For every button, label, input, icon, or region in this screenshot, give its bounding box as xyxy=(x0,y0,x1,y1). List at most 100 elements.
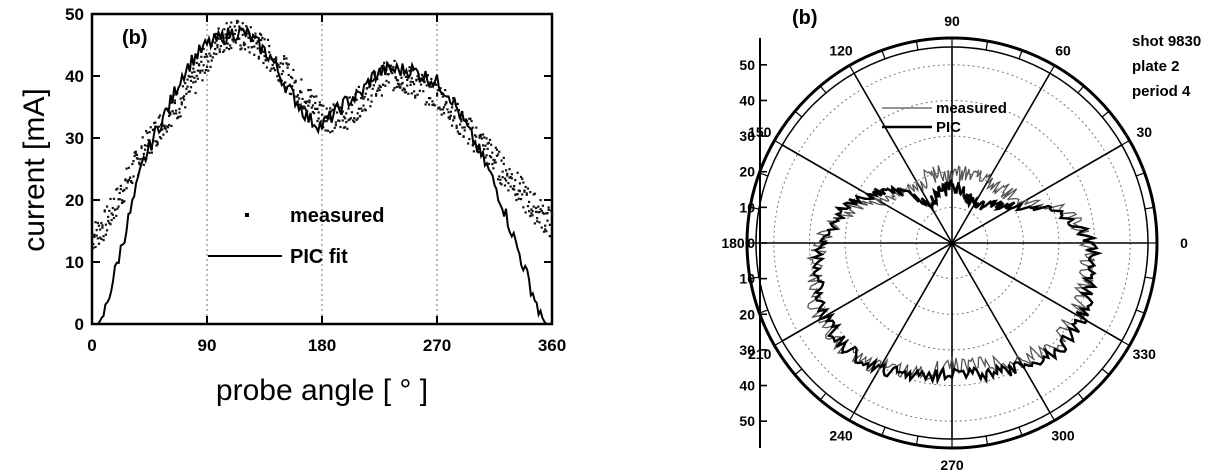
measured-point xyxy=(143,144,147,147)
measured-point xyxy=(314,101,317,105)
measured-point xyxy=(309,88,312,92)
measured-point xyxy=(317,111,320,114)
measured-point xyxy=(544,228,547,231)
polar-spoke xyxy=(853,242,953,414)
measured-point xyxy=(526,205,530,208)
measured-point xyxy=(421,73,424,76)
measured-point xyxy=(517,197,520,200)
measured-point xyxy=(530,208,533,211)
measured-point xyxy=(187,90,190,93)
measured-point xyxy=(262,61,265,65)
measured-point xyxy=(158,114,162,117)
measured-point xyxy=(540,226,543,229)
measured-point xyxy=(344,117,347,120)
measured-point xyxy=(536,220,539,223)
measured-point xyxy=(376,89,379,92)
measured-point xyxy=(311,110,314,114)
polar-angle-tick xyxy=(1077,85,1085,94)
polar-angle-tick xyxy=(774,340,783,347)
measured-point xyxy=(546,212,549,215)
measured-point xyxy=(549,209,553,212)
measured-point xyxy=(510,177,513,180)
measured-point xyxy=(95,234,98,237)
measured-point xyxy=(178,111,181,114)
measured-point xyxy=(112,197,116,200)
measured-point xyxy=(515,198,518,202)
measured-point xyxy=(419,83,423,86)
measured-point xyxy=(104,223,107,226)
measured-point xyxy=(118,191,121,195)
measured-point xyxy=(137,157,140,160)
measured-point xyxy=(254,32,257,35)
measured-point xyxy=(189,86,193,89)
measured-point xyxy=(371,79,374,83)
measured-point xyxy=(178,107,181,111)
x-tick-label: 180 xyxy=(308,336,336,355)
measured-point xyxy=(293,81,296,84)
measured-point xyxy=(315,107,318,111)
y-tick-label: 40 xyxy=(65,67,84,86)
measured-point xyxy=(344,126,347,129)
measured-point xyxy=(427,96,431,100)
measured-point xyxy=(104,233,107,236)
measured-point xyxy=(93,235,96,238)
left-chart: 0 90 180 270 360 0 10 20 30 40 50 (b) probe angle … xyxy=(18,5,566,407)
measured-point xyxy=(162,133,165,136)
measured-point xyxy=(442,106,446,109)
measured-point xyxy=(174,112,178,115)
measured-point xyxy=(114,208,117,211)
measured-point xyxy=(94,245,97,249)
measured-point xyxy=(140,146,143,150)
measured-point xyxy=(356,112,359,115)
polar-angle-tick xyxy=(819,392,827,401)
measured-point xyxy=(222,50,225,54)
measured-point xyxy=(199,71,202,74)
measured-point xyxy=(264,59,267,62)
measured-point xyxy=(452,119,455,122)
measured-point xyxy=(516,171,519,174)
measured-point xyxy=(484,156,487,159)
measured-point xyxy=(492,158,495,161)
measured-point xyxy=(173,101,176,105)
measured-point xyxy=(529,214,532,218)
measured-point xyxy=(185,92,188,95)
measured-point xyxy=(454,109,457,112)
measured-point xyxy=(519,175,523,179)
measured-point xyxy=(110,218,113,222)
polar-spoke xyxy=(781,242,953,342)
measured-point xyxy=(480,137,484,140)
measured-point xyxy=(273,58,277,61)
measured-point xyxy=(381,83,385,86)
polar-spoke xyxy=(951,144,1123,244)
polar-angle-label: 270 xyxy=(940,457,964,473)
measured-point xyxy=(390,67,393,70)
measured-point xyxy=(386,73,389,76)
measured-point xyxy=(170,101,173,104)
measured-point xyxy=(385,79,388,82)
measured-point xyxy=(372,84,375,87)
annotation-plate: plate 2 xyxy=(1132,58,1180,75)
measured-point xyxy=(299,91,302,94)
measured-point xyxy=(404,91,408,94)
measured-point xyxy=(500,183,503,186)
measured-point xyxy=(441,95,444,98)
measured-point xyxy=(187,74,190,78)
measured-point xyxy=(188,90,191,93)
measured-point xyxy=(102,238,105,242)
measured-point xyxy=(491,162,494,166)
measured-point xyxy=(281,62,285,65)
measured-point xyxy=(410,77,413,80)
measured-point xyxy=(456,130,459,133)
measured-point xyxy=(532,205,535,208)
measured-point xyxy=(432,103,435,106)
annotation-period: period 4 xyxy=(1132,83,1191,100)
polar-angle-label: 330 xyxy=(1133,346,1157,362)
radial-tick-label: 10 xyxy=(739,199,755,215)
measured-point xyxy=(503,177,507,180)
measured-point xyxy=(545,230,548,233)
polar-angle-tick xyxy=(1018,50,1023,60)
measured-point xyxy=(295,95,298,98)
measured-point xyxy=(176,117,179,120)
measured-point xyxy=(199,69,202,72)
polar-legend: measured PIC xyxy=(882,100,1007,136)
